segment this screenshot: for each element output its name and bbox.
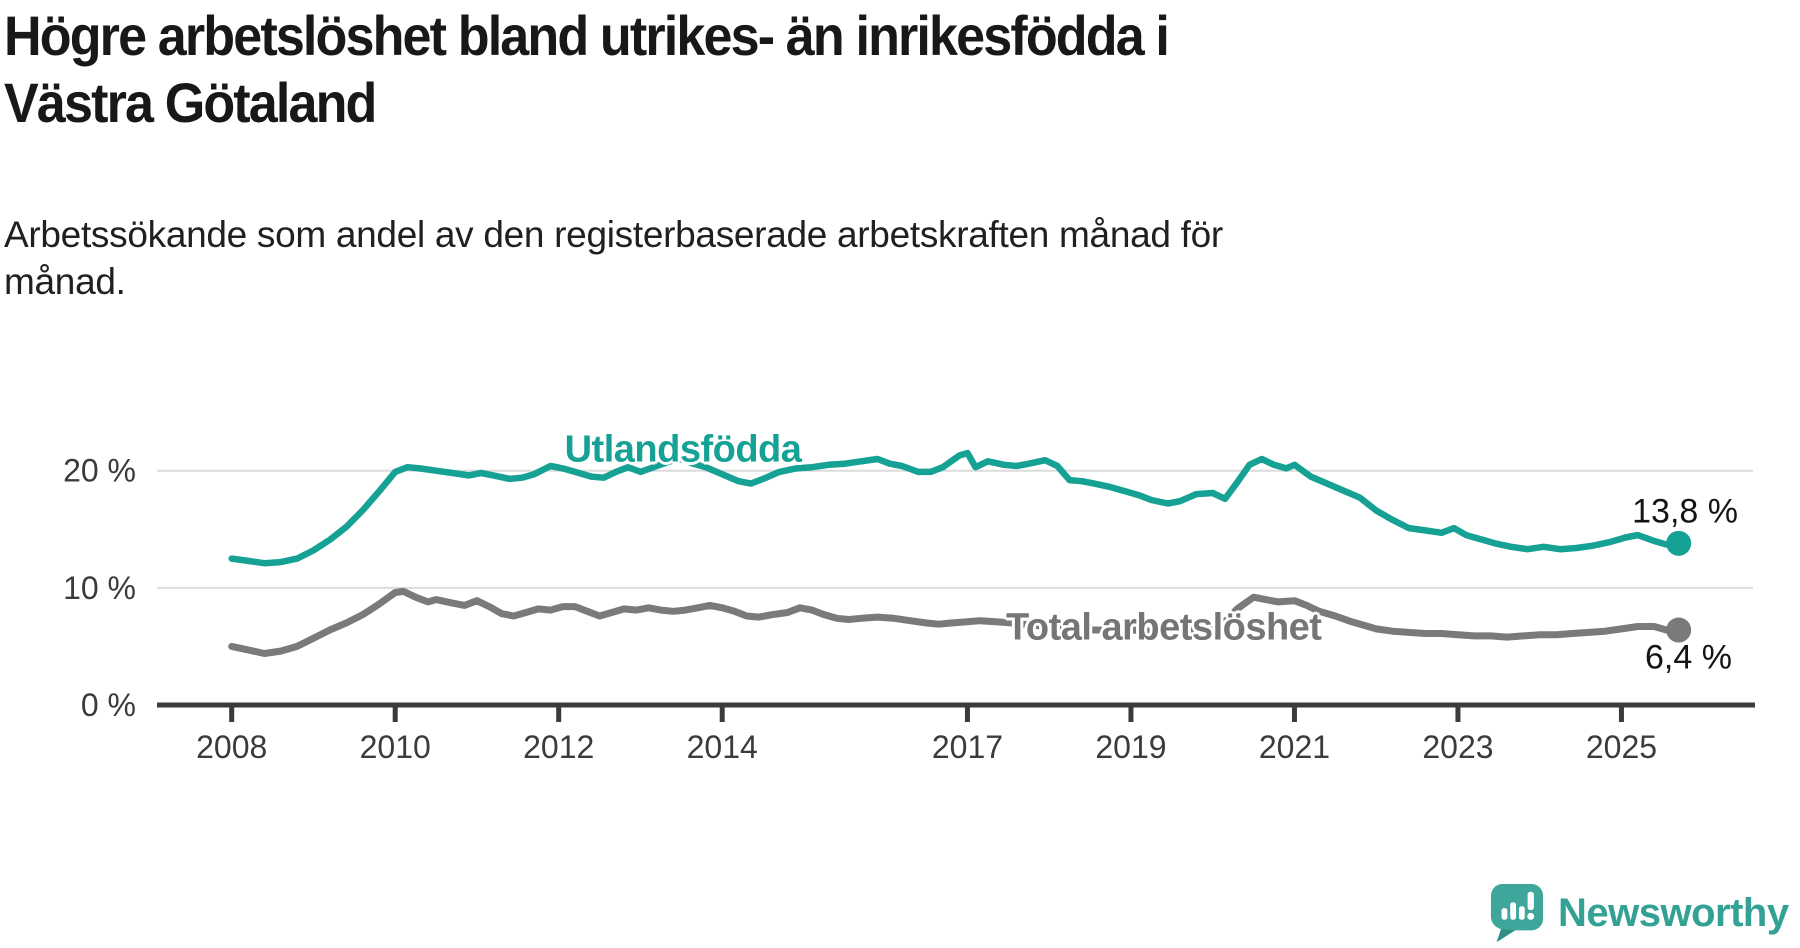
series-end-dot-utlandsfodda	[1666, 530, 1692, 556]
page-title-line-2: Västra Götaland	[4, 71, 377, 134]
series-end-dot-total	[1666, 617, 1692, 643]
page-title-line-1: Högre arbetslöshet bland utrikes- än inr…	[4, 4, 1170, 67]
x-tick-label: 2012	[523, 729, 594, 765]
chart-subtitle-line-2: månad.	[4, 261, 126, 302]
x-tick-label: 2017	[932, 729, 1003, 765]
x-tick-label: 2008	[196, 729, 267, 765]
series-line-utlandsfodda	[228, 449, 1682, 567]
y-tick-label: 10 %	[63, 570, 136, 606]
end-value-label-total-arbetsloshet: 6,4 %	[1645, 638, 1732, 677]
newsworthy-logo-text: Newsworthy	[1558, 890, 1789, 935]
x-tick-label: 2023	[1422, 729, 1493, 765]
chart-subtitle: Arbetssökande som andel av den registerb…	[4, 211, 1223, 305]
y-tick-label: 20 %	[63, 453, 136, 489]
x-tick-label: 2021	[1259, 729, 1330, 765]
y-tick-label: 0 %	[81, 687, 136, 723]
newsworthy-speech-bubble-icon	[1490, 884, 1544, 942]
x-tick-label: 2019	[1095, 729, 1166, 765]
page-title: Högre arbetslöshet bland utrikes- än inr…	[4, 2, 1170, 136]
end-value-label-utlandsfodda: 13,8 %	[1632, 492, 1738, 531]
x-tick-label: 2014	[687, 729, 758, 765]
series-label-total-arbetsloshet: Total arbetslöshet	[1006, 606, 1322, 649]
chart-subtitle-line-1: Arbetssökande som andel av den registerb…	[4, 214, 1223, 255]
series-line-total	[228, 587, 1683, 657]
x-tick-label: 2010	[360, 729, 431, 765]
newsworthy-logo[interactable]: Newsworthy	[1489, 882, 1789, 944]
x-tick-label: 2025	[1586, 729, 1657, 765]
series-label-utlandsfodda: Utlandsfödda	[564, 428, 802, 471]
